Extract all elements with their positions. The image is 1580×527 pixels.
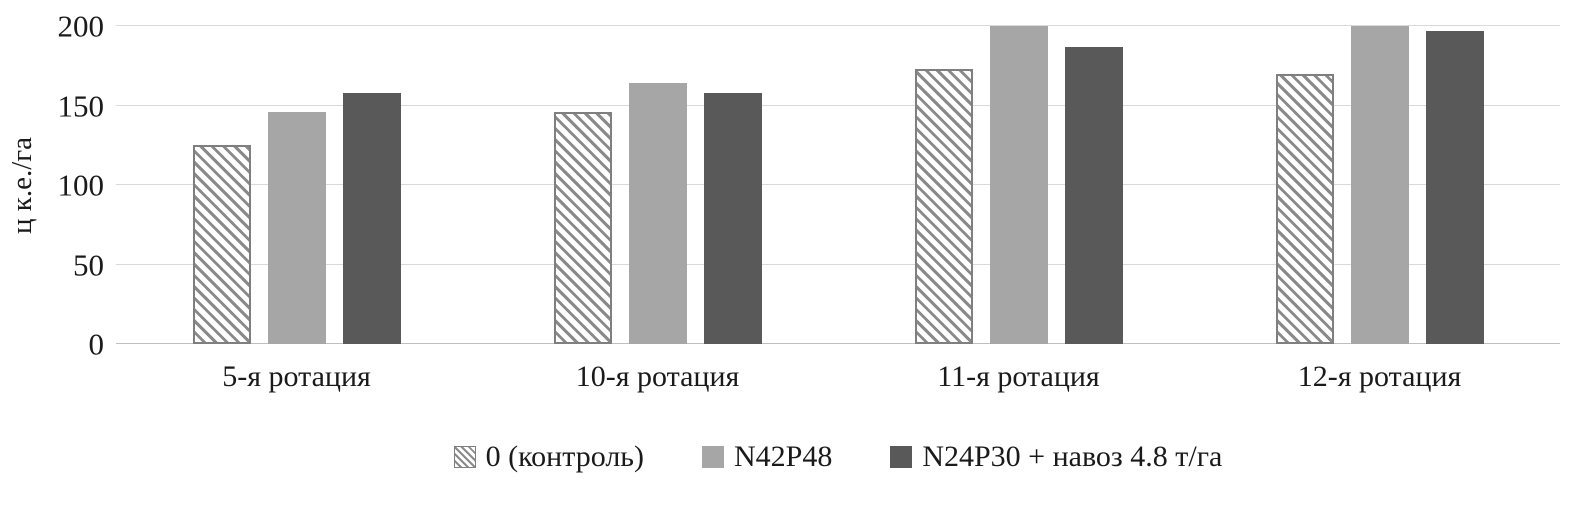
gridline (116, 263, 1560, 265)
bar-group (116, 26, 477, 344)
bar-series-1 (553, 111, 612, 344)
gridline (116, 25, 1560, 26)
bar-series-1 (192, 145, 251, 344)
legend-label-3: N24P30 + навоз 4.8 т/га (922, 440, 1223, 473)
bar-series-2 (267, 111, 326, 344)
bar-series-2 (628, 83, 687, 344)
x-category-label: 12-я ротация (1297, 360, 1462, 393)
plot-row: ц к.е./га 0 50 100 150 200 (0, 11, 1580, 360)
bar-group (838, 26, 1199, 344)
y-axis-title: ц к.е./га (6, 136, 39, 234)
y-tick-label: 200 (57, 8, 105, 44)
legend-swatch-3 (890, 446, 913, 468)
gridline (116, 104, 1560, 106)
y-tick-label: 100 (57, 167, 105, 203)
bar-series-3 (703, 92, 762, 344)
x-category-label: 5-я ротация (222, 360, 371, 393)
bar-group (477, 26, 838, 344)
y-tick-label: 150 (57, 88, 105, 123)
legend-label-1: 0 (контроль) (485, 440, 644, 473)
legend-label-2: N42P48 (733, 440, 833, 473)
legend-item-3: N24P30 + навоз 4.8 т/га (890, 440, 1222, 474)
bar-series-1 (914, 68, 973, 344)
y-axis-ticks: 0 50 100 150 200 (46, 11, 116, 360)
x-axis-labels: 5-я ротация 10-я ротация 11-я ротация 12-я … (116, 360, 1560, 394)
legend-item-2: N42P48 (701, 440, 833, 474)
plot-area (116, 25, 1560, 344)
legend-swatch-1 (453, 446, 476, 468)
gridline (116, 343, 1560, 344)
legend-swatch-2 (701, 446, 724, 468)
gridline (116, 184, 1560, 185)
y-tick-label: 0 (88, 326, 105, 362)
bar-series-2 (989, 26, 1048, 344)
bar-series-3 (1425, 30, 1484, 344)
bar-group (1199, 26, 1560, 344)
bar-series-1 (1275, 73, 1334, 344)
y-axis-title-column: ц к.е./га (0, 26, 46, 344)
x-category-label: 10-я ротация (575, 360, 740, 393)
bar-series-3 (342, 92, 401, 344)
bar-groups (116, 26, 1560, 344)
y-tick-label: 50 (73, 247, 104, 282)
legend-item-1: 0 (контроль) (453, 440, 644, 474)
x-category-label: 11-я ротация (937, 360, 1100, 393)
bar-series-3 (1064, 46, 1123, 344)
bar-series-2 (1350, 26, 1409, 344)
legend: 0 (контроль) N42P48 N24P30 + навоз 4.8 т/г… (116, 440, 1560, 474)
